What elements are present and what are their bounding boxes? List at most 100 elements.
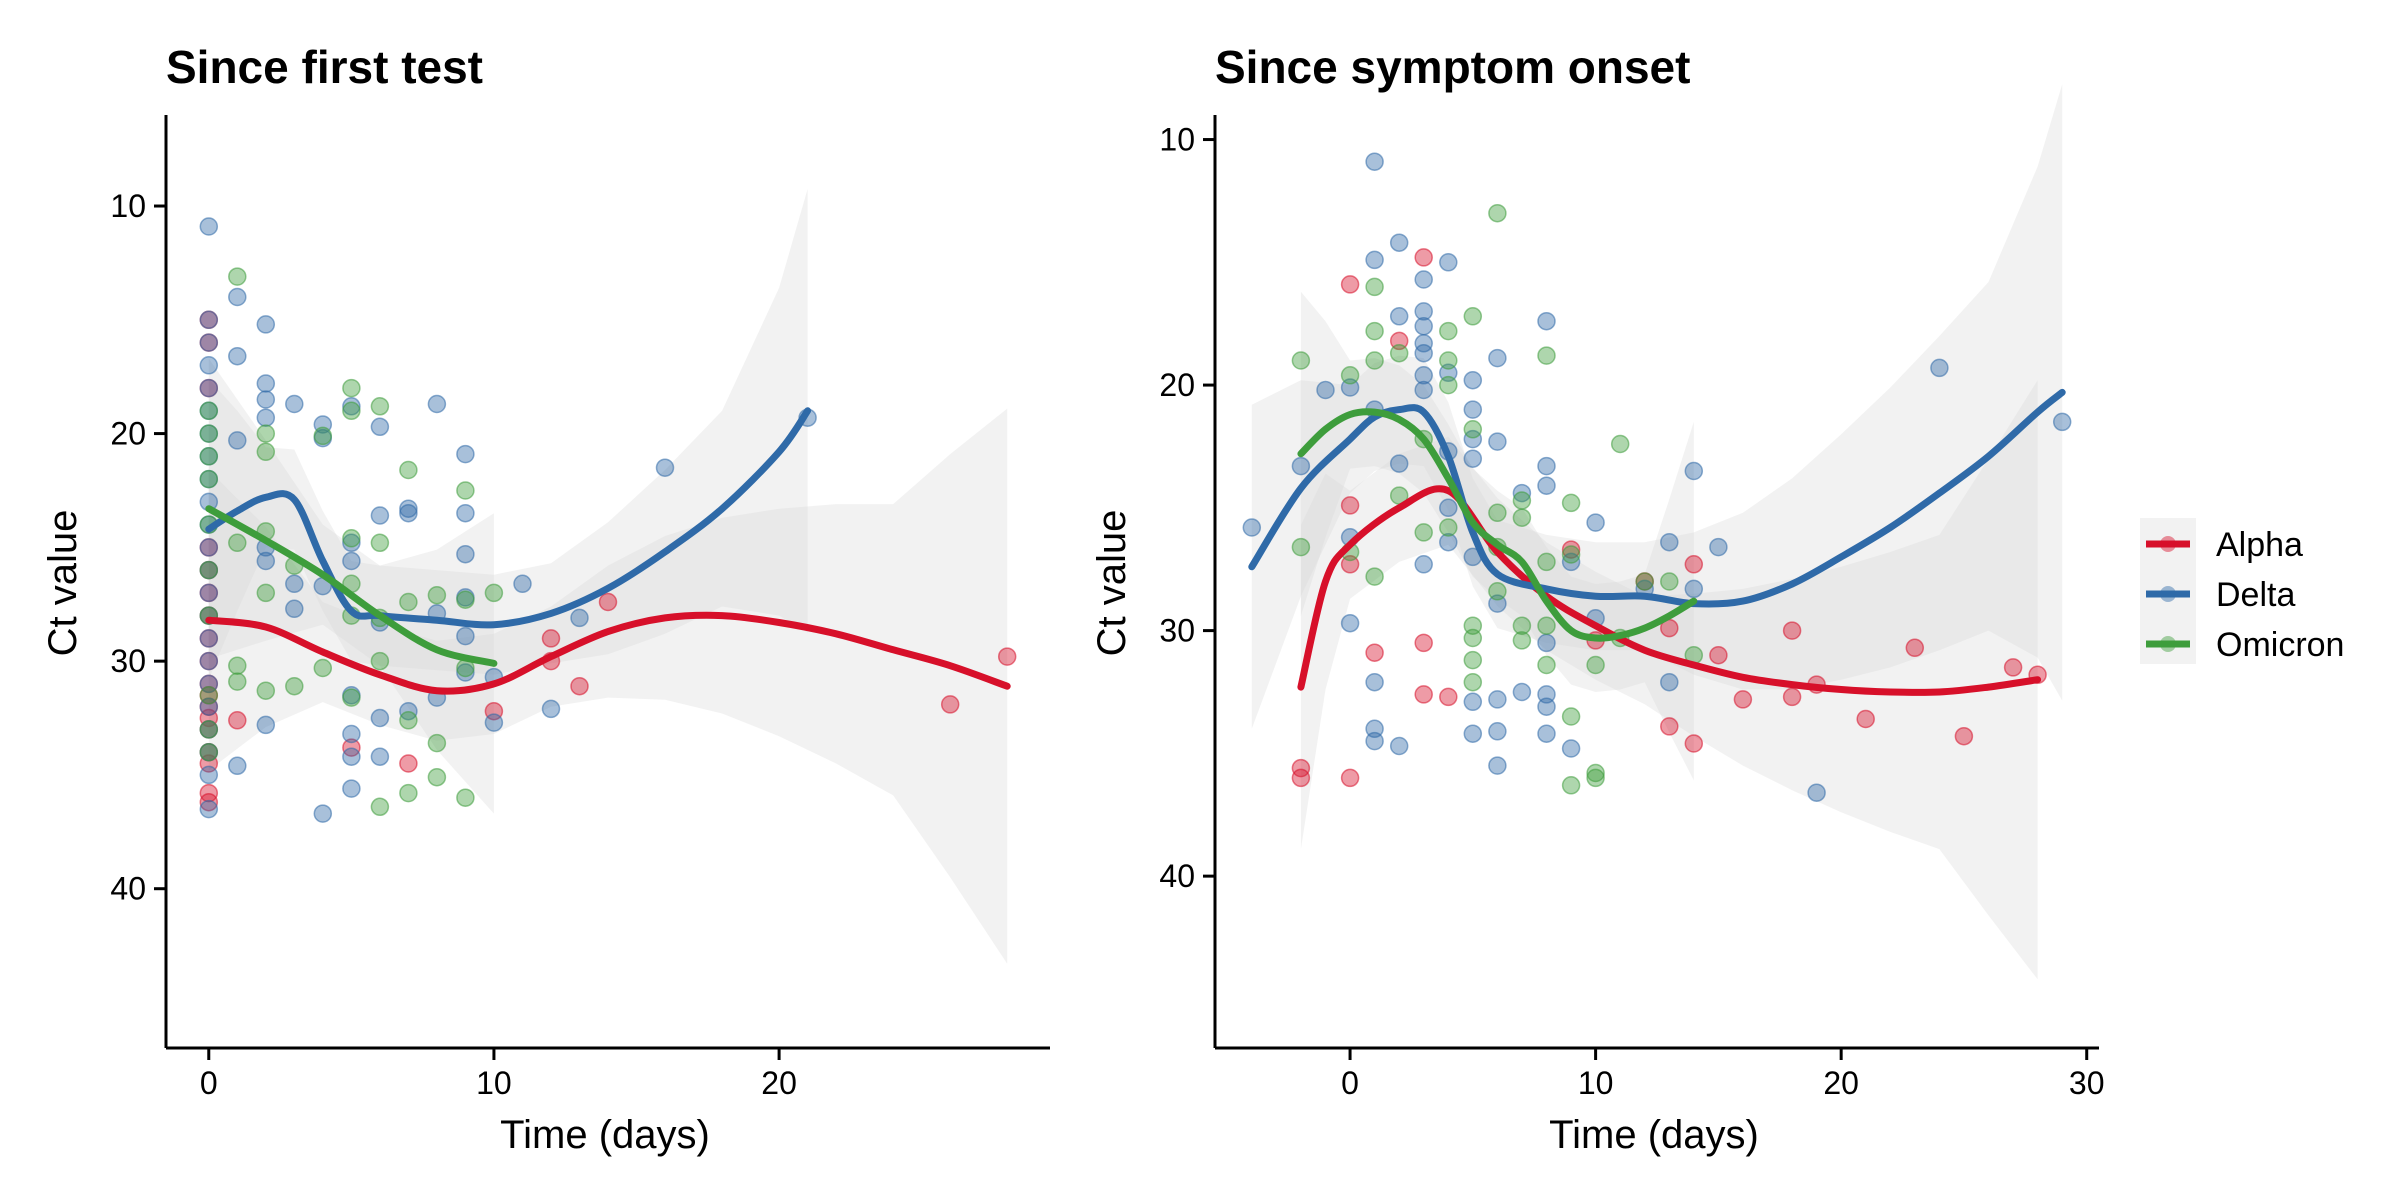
confidence-ribbons	[1251, 84, 2063, 980]
data-point	[370, 708, 390, 728]
data-point	[1488, 432, 1507, 451]
data-point	[940, 695, 960, 714]
data-point	[1561, 707, 1581, 726]
data-point	[228, 287, 247, 307]
data-point	[1488, 690, 1507, 709]
data-point	[1488, 582, 1507, 601]
y-tick-label: 10	[110, 188, 146, 224]
data-point	[342, 779, 361, 798]
y-axis-label: Ct value	[1090, 510, 1134, 657]
data-point	[228, 672, 247, 691]
data-point	[1512, 631, 1532, 650]
x-tick-label: 0	[200, 1065, 218, 1101]
data-point	[1463, 724, 1483, 743]
data-point	[199, 333, 219, 352]
data-point	[427, 733, 447, 753]
data-point	[342, 529, 361, 548]
data-point	[1807, 783, 1826, 802]
data-point	[1414, 366, 1433, 385]
data-point	[199, 310, 219, 330]
data-point	[1463, 420, 1483, 439]
data-point	[1586, 763, 1605, 783]
data-point	[598, 592, 618, 612]
data-point	[370, 417, 390, 437]
data-point	[199, 629, 219, 648]
x-tick-label: 10	[476, 1065, 512, 1101]
data-point	[1439, 253, 1458, 272]
data-point	[1365, 731, 1384, 751]
data-point	[399, 503, 418, 523]
data-point	[313, 658, 333, 678]
data-point	[1709, 537, 1728, 557]
series-delta-points	[1242, 152, 2072, 802]
data-point	[1365, 277, 1384, 297]
data-point	[1660, 532, 1679, 552]
data-point	[1414, 334, 1433, 353]
data-point	[1561, 739, 1581, 758]
data-point	[1414, 248, 1433, 267]
smooth-line-alpha	[1297, 485, 2042, 696]
smooth-line-omicron	[1297, 408, 1698, 642]
data-point	[1365, 672, 1384, 692]
data-point	[456, 544, 475, 564]
data-point	[1365, 643, 1384, 662]
data-point	[1463, 370, 1483, 390]
x-axis-label: Time (days)	[1549, 1113, 1759, 1157]
legend-item-alpha: Alpha	[2146, 526, 2303, 564]
data-point	[1537, 456, 1556, 476]
data-point	[1660, 672, 1679, 692]
y-tick-label: 40	[1159, 858, 1195, 894]
smooth-line-omicron	[205, 505, 498, 667]
data-point	[199, 560, 219, 580]
axes: 0 10 20 30 10 20 30 40	[1159, 115, 2105, 1101]
data-point	[1709, 645, 1728, 665]
data-point	[1463, 692, 1483, 712]
data-point	[1389, 307, 1409, 326]
ribbon-alpha	[208, 408, 1008, 964]
data-point	[1463, 429, 1483, 449]
x-tick-label: 30	[2069, 1065, 2105, 1101]
data-point	[570, 676, 589, 696]
data-point	[1512, 491, 1532, 510]
data-point	[228, 656, 247, 675]
x-axis-label: Time (days)	[500, 1113, 710, 1157]
data-point	[1856, 709, 1875, 729]
legend-label: Alpha	[2216, 526, 2303, 564]
data-point	[256, 424, 276, 443]
data-point	[1610, 434, 1630, 454]
data-point	[1340, 768, 1360, 788]
data-point	[1439, 518, 1458, 537]
data-point	[1488, 503, 1507, 523]
data-point	[456, 481, 475, 500]
data-point	[1463, 650, 1483, 670]
data-point	[1537, 476, 1556, 495]
data-point	[199, 792, 219, 812]
data-point	[427, 585, 447, 605]
data-point	[1463, 449, 1483, 468]
data-point	[313, 804, 333, 823]
data-point	[1537, 311, 1556, 331]
data-point	[1537, 346, 1556, 365]
y-tick-label: 20	[110, 416, 146, 452]
data-point	[342, 533, 361, 553]
data-point	[342, 724, 361, 744]
smooth-line-delta	[1248, 388, 2066, 608]
data-point	[399, 711, 418, 730]
data-point	[399, 460, 418, 480]
data-point	[199, 424, 219, 443]
x-tick-label: 10	[1578, 1065, 1614, 1101]
data-point	[427, 394, 447, 414]
data-point	[399, 783, 418, 803]
data-point	[1954, 726, 1974, 746]
data-point	[1439, 687, 1458, 707]
data-point	[256, 681, 276, 700]
data-point	[541, 699, 561, 719]
data-point	[399, 754, 418, 773]
data-point	[199, 538, 219, 557]
data-point	[199, 720, 219, 739]
data-point	[1512, 616, 1532, 635]
data-point	[1340, 613, 1360, 633]
data-point	[456, 590, 475, 609]
panel-title: Since symptom onset	[1215, 41, 1690, 93]
data-point	[1537, 697, 1556, 716]
